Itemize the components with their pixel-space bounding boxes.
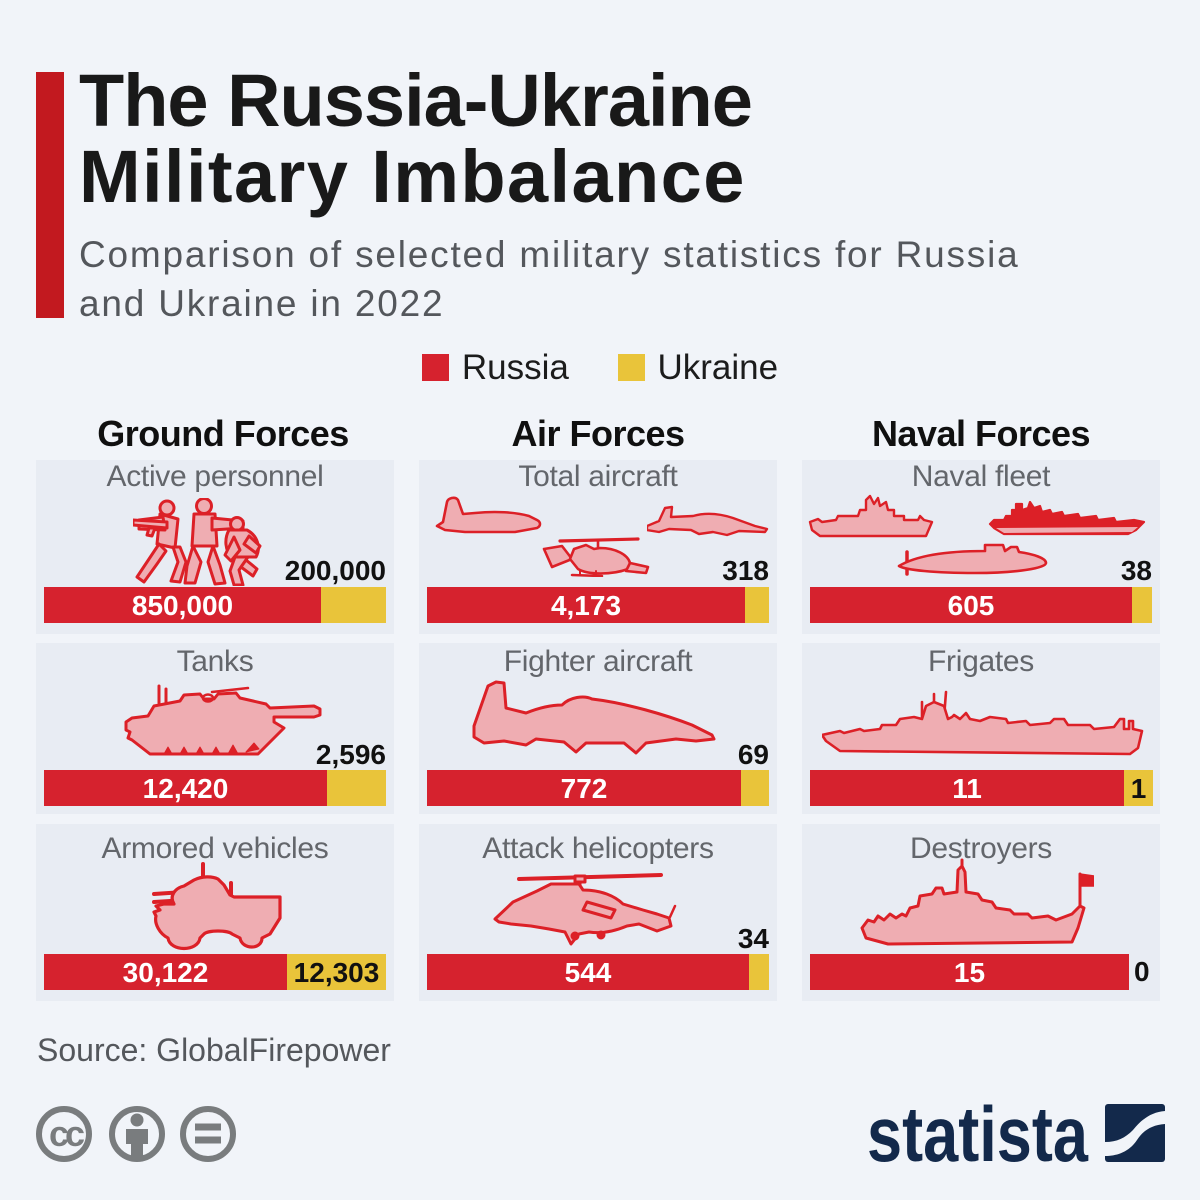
svg-text:cc: cc	[49, 1113, 84, 1154]
svg-text:statista: statista	[867, 1100, 1088, 1164]
